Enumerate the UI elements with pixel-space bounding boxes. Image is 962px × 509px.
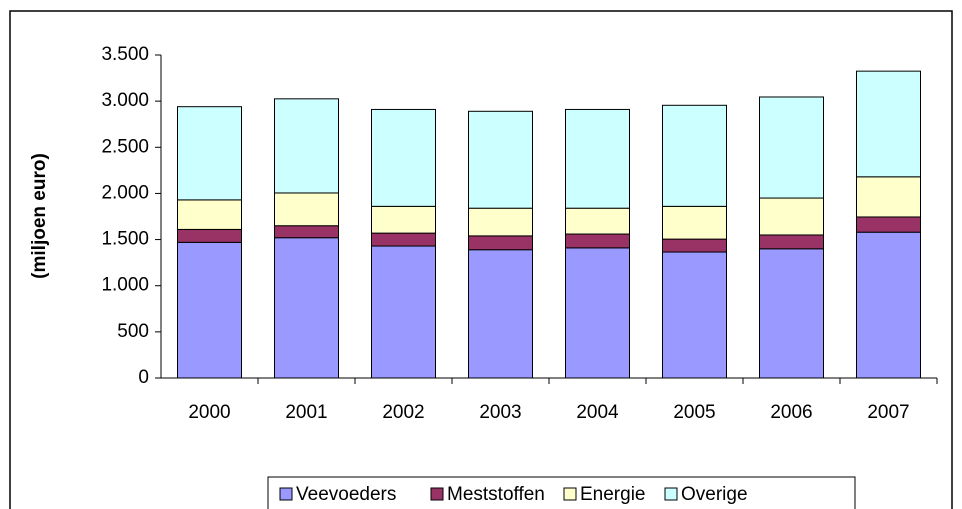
x-tick-label: 2000 <box>188 402 230 423</box>
bar-segment <box>662 251 727 379</box>
bar-segment <box>177 106 242 201</box>
x-tick-label: 2007 <box>867 402 909 423</box>
y-tick-label: 3.000 <box>101 90 149 111</box>
bar-segment <box>371 232 436 247</box>
bar-segment <box>274 192 339 227</box>
bar-segment <box>856 176 921 218</box>
bar-segment <box>468 110 533 209</box>
bar-segment <box>177 228 242 243</box>
x-tick-label: 2002 <box>382 402 424 423</box>
legend-swatch <box>664 487 678 501</box>
legend-swatch <box>430 487 444 501</box>
bar-segment <box>856 231 921 379</box>
y-axis-label: (miljoen euro) <box>29 153 50 279</box>
bar-segment <box>759 234 824 250</box>
bar-segment <box>856 216 921 233</box>
bar-segment <box>371 108 436 207</box>
bar-segment <box>371 205 436 234</box>
y-tick-label: 1.000 <box>101 275 149 296</box>
x-tick-label: 2001 <box>285 402 327 423</box>
bar-segment <box>759 197 824 236</box>
bar-segment <box>274 237 339 379</box>
bar-segment <box>468 207 533 237</box>
bar-segment <box>468 235 533 251</box>
legend-label: Energie <box>580 484 646 505</box>
legend-label: Veevoeders <box>296 484 396 505</box>
bar-segment <box>662 205 727 240</box>
bar-segment <box>565 207 630 235</box>
x-tick-label: 2004 <box>576 402 619 423</box>
y-tick-label: 2.000 <box>101 182 149 203</box>
bar-segment <box>565 108 630 209</box>
bar-segment <box>662 104 727 207</box>
x-tick-label: 2006 <box>770 402 812 423</box>
bar-segment <box>565 233 630 249</box>
x-tick-label: 2003 <box>479 402 521 423</box>
y-tick-label: 500 <box>117 321 149 342</box>
legend-swatch <box>279 487 293 501</box>
bar-segment <box>565 247 630 379</box>
bar-segment <box>856 70 921 178</box>
bar-segment <box>468 249 533 379</box>
legend-box <box>267 476 856 509</box>
y-tick-label: 1.500 <box>101 229 149 250</box>
x-tick-label: 2005 <box>673 402 715 423</box>
bar-segment <box>759 248 824 379</box>
y-tick-label: 0 <box>138 367 149 388</box>
bar-segment <box>274 225 339 239</box>
legend-label: Overige <box>681 484 748 505</box>
bar-segment <box>177 241 242 379</box>
y-tick-label: 3.500 <box>101 44 149 65</box>
bar-segment <box>371 245 436 379</box>
y-tick-label: 2.500 <box>101 136 149 157</box>
bar-segment <box>662 238 727 253</box>
bar-segment <box>274 98 339 194</box>
bar-segment <box>177 199 242 230</box>
legend-swatch <box>563 487 577 501</box>
legend-label: Meststoffen <box>447 484 545 505</box>
bar-segment <box>759 96 824 199</box>
